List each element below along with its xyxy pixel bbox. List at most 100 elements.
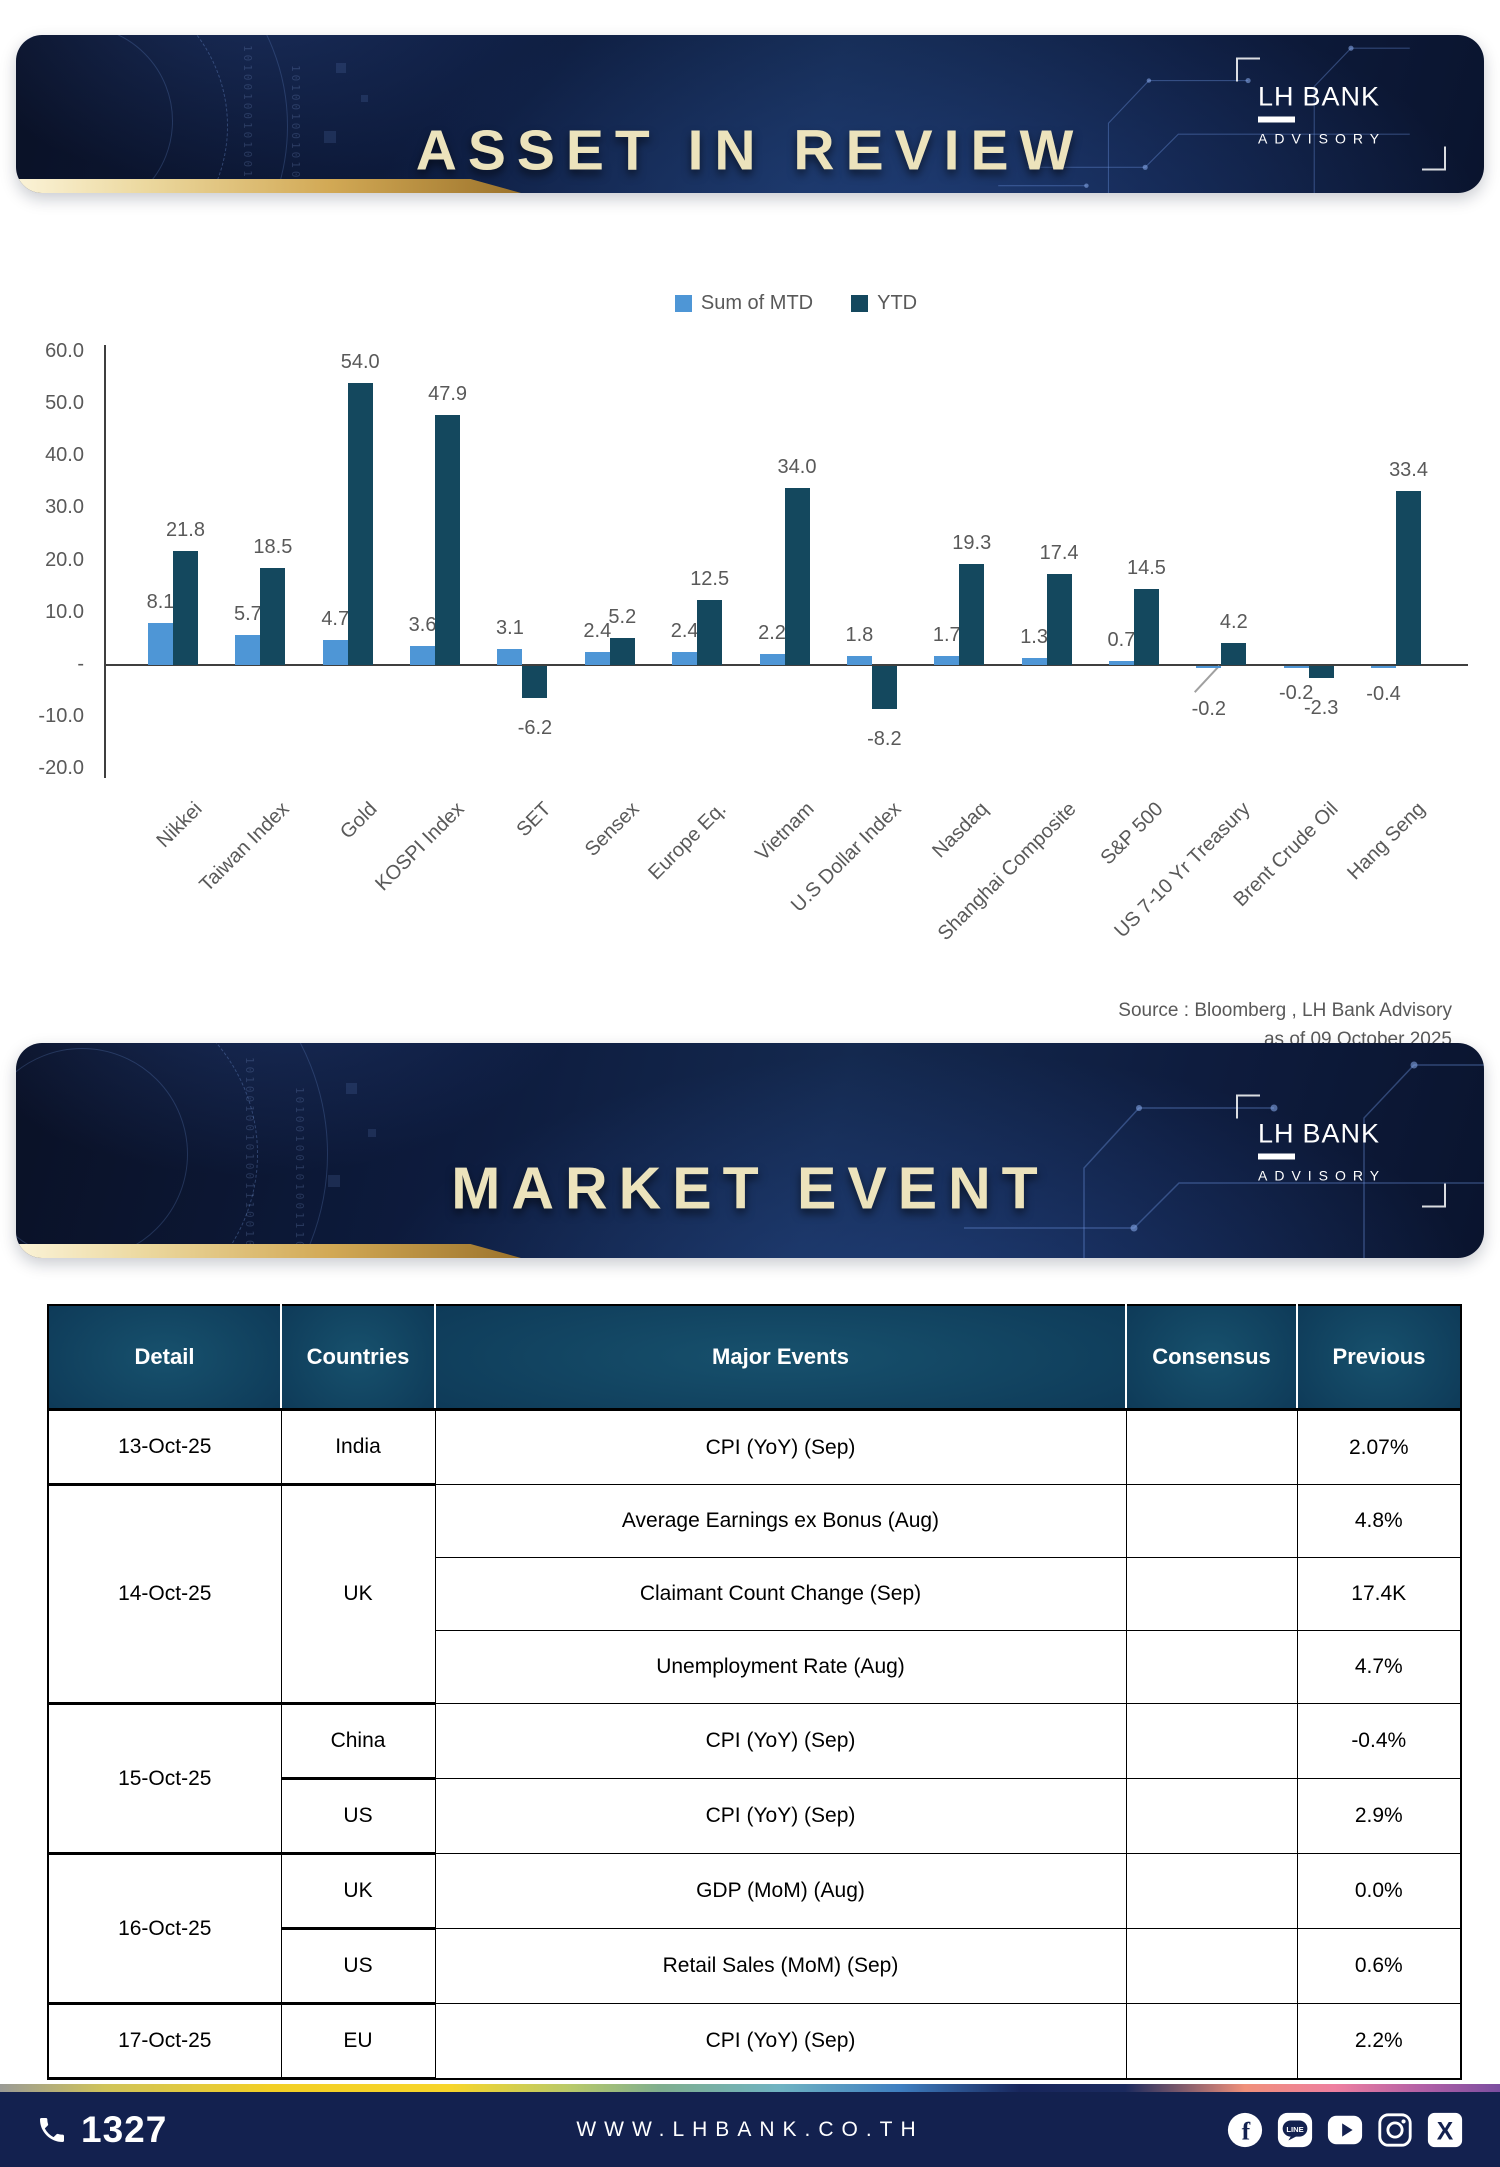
banner-decoration <box>346 1083 357 1094</box>
value-label: 3.1 <box>496 616 524 639</box>
website-link[interactable]: WWW.LHBANK.CO.TH <box>576 2117 924 2141</box>
y-axis-tick: 50.0 <box>45 392 84 415</box>
consensus-cell <box>1125 1928 1298 2004</box>
bar <box>410 646 436 665</box>
svg-text:LINE: LINE <box>1286 2124 1303 2133</box>
value-label: 47.9 <box>428 383 468 406</box>
table-header-cell: Countries <box>280 1304 436 1411</box>
previous-cell: 17.4K <box>1296 1557 1462 1631</box>
market-events-table: Detail Countries Major Events Consensus Prev… <box>47 1304 1462 2080</box>
circuit-decoration <box>998 45 1410 193</box>
bar <box>497 648 523 665</box>
bar <box>235 635 261 665</box>
banner-decoration <box>328 1175 340 1187</box>
legend-label-ytd: YTD <box>877 292 918 314</box>
phone-number: 1327 <box>81 2108 168 2150</box>
table-header-cell: Consensus <box>1125 1304 1298 1411</box>
bar <box>697 599 723 665</box>
event-cell: CPI (YoY) (Sep) <box>434 1703 1127 1779</box>
previous-cell: 0.0% <box>1296 1853 1462 1929</box>
youtube-icon[interactable] <box>1326 2111 1364 2149</box>
instagram-icon[interactable] <box>1376 2111 1414 2149</box>
previous-cell: 4.7% <box>1296 1630 1462 1704</box>
consensus-cell <box>1125 1703 1298 1779</box>
value-label: 21.8 <box>166 519 205 542</box>
value-label: 4.2 <box>1219 611 1248 634</box>
x-axis-label: Europe Eq. <box>644 798 731 885</box>
social-icons: f LINE X <box>1226 2111 1464 2149</box>
y-axis-line <box>104 344 106 779</box>
x-axis-label: KOSPI Index <box>371 798 469 896</box>
line-icon[interactable]: LINE <box>1276 2111 1314 2149</box>
bar <box>522 666 548 699</box>
consensus-cell <box>1125 1853 1298 1929</box>
value-label: 18.5 <box>253 536 293 559</box>
legend-label-mtd: Sum of MTD <box>700 292 814 314</box>
legend-item-ytd: YTD <box>851 292 917 315</box>
country-cell: UK <box>280 1853 436 1930</box>
country-cell: India <box>280 1409 436 1486</box>
banner-decoration <box>16 35 173 193</box>
market-event-banner: 10100100101001110010010 1010010010100111… <box>16 1043 1484 1258</box>
date-cell: 13-Oct-25 <box>47 1409 282 1486</box>
event-cell: CPI (YoY) (Sep) <box>434 1409 1127 1485</box>
value-label: 2.4 <box>670 620 699 643</box>
previous-cell: 2.2% <box>1296 2003 1462 2079</box>
x-axis-label: Nikkei <box>152 798 207 853</box>
value-label: 1.7 <box>932 624 961 647</box>
y-axis-tick: - <box>77 653 84 675</box>
previous-cell: 2.9% <box>1296 1778 1462 1854</box>
mtd-swatch-icon <box>674 295 692 312</box>
bar <box>846 655 872 665</box>
bar <box>347 383 373 665</box>
table-row: Claimant Count Change (Sep) 17.4K <box>48 1557 1462 1631</box>
page-title: MARKET EVENT <box>451 1155 1049 1222</box>
consensus-cell <box>1125 1630 1298 1704</box>
value-label: -0.4 <box>1366 683 1401 706</box>
y-axis-tick: 60.0 <box>45 339 84 362</box>
bar <box>1046 574 1072 665</box>
value-label: 14.5 <box>1126 557 1166 580</box>
lh-bank-logo: LH BANK ADVISORY <box>1236 57 1446 171</box>
x-axis-label: SET <box>512 798 556 842</box>
table-row: US Retail Sales (MoM) (Sep) 0.6% <box>48 1928 1462 2005</box>
x-twitter-icon[interactable]: X <box>1426 2111 1464 2149</box>
advisory-label: ADVISORY <box>1258 130 1387 147</box>
y-axis-tick: 10.0 <box>45 600 84 623</box>
table-row: 17-Oct-25 EU CPI (YoY) (Sep) 2.2% <box>47 2003 1462 2080</box>
circuit-decoration <box>964 1061 1484 1258</box>
banner-decoration <box>324 131 336 143</box>
event-cell: CPI (YoY) (Sep) <box>434 1778 1127 1854</box>
facebook-icon[interactable]: f <box>1226 2111 1264 2149</box>
value-label: 4.7 <box>321 608 350 631</box>
event-cell: Retail Sales (MoM) (Sep) <box>434 1928 1127 2004</box>
bar <box>871 666 897 709</box>
value-label: 17.4 <box>1039 542 1079 565</box>
x-axis-label: S&P 500 <box>1096 798 1168 870</box>
country-cell: China <box>280 1703 436 1780</box>
value-label: -6.2 <box>517 717 553 740</box>
bar <box>1133 589 1159 665</box>
table-header-row: Detail Countries Major Events Consensus Prev… <box>47 1304 1462 1411</box>
banner-decoration <box>16 1043 258 1258</box>
previous-cell: 0.6% <box>1296 1928 1462 2004</box>
x-axis-label: Taiwan Index <box>195 798 294 897</box>
zero-axis-line <box>104 664 1468 666</box>
gold-strip-decoration <box>16 179 521 193</box>
phone-icon <box>40 2117 64 2142</box>
event-cell: Claimant Count Change (Sep) <box>434 1557 1127 1631</box>
table-row: 14-Oct-25 UK Average Earnings ex Bonus (Au… <box>47 1484 1462 1705</box>
bar <box>1196 666 1222 668</box>
value-label: 1.3 <box>1020 626 1048 649</box>
advisory-label: ADVISORY <box>1258 1167 1387 1183</box>
bar <box>1396 490 1422 665</box>
x-axis-label: Vietnam <box>750 798 819 866</box>
page-title: ASSET IN REVIEW <box>415 118 1085 183</box>
label-leader-line <box>1193 665 1220 693</box>
table-row: 15-Oct-25 China CPI (YoY) (Sep) -0.4% <box>47 1703 1462 1855</box>
bar <box>934 656 960 665</box>
bar <box>672 652 698 665</box>
value-label: -8.2 <box>867 727 902 750</box>
event-cell: Average Earnings ex Bonus (Aug) <box>434 1484 1127 1558</box>
